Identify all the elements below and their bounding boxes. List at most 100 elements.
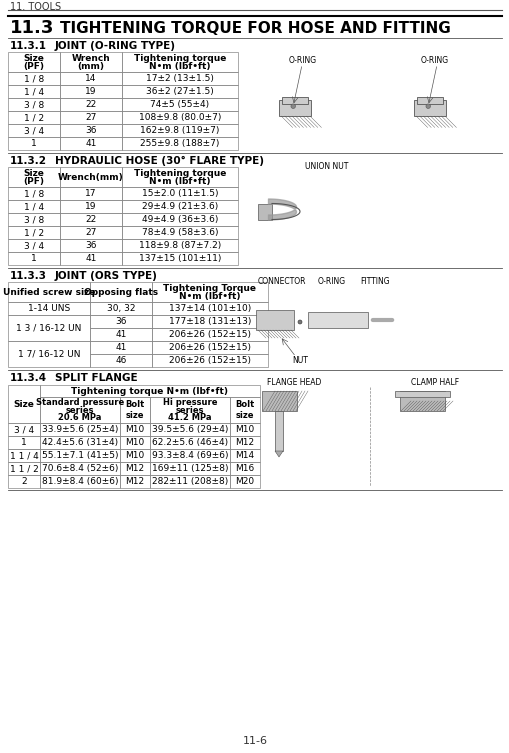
Bar [152,315,267,328]
Bar [8,341,90,367]
Text: M10: M10 [235,425,254,434]
Text: 1 1 / 4: 1 1 / 4 [10,451,38,460]
Text: 19: 19 [85,87,97,96]
Text: SPLIT FLANGE: SPLIT FLANGE [55,373,137,383]
Text: 1 3 / 16-12 UN: 1 3 / 16-12 UN [16,324,81,333]
Bar [8,475,40,488]
Text: 11.3.1: 11.3.1 [10,41,47,51]
Text: 11-6: 11-6 [242,736,267,746]
Text: 11.3.4: 11.3.4 [10,373,47,383]
Text: NUT: NUT [292,355,307,364]
Text: O-RING: O-RING [289,56,317,65]
Bar [282,97,307,105]
Bar [120,462,150,475]
Text: 81.9±8.4 (60±6): 81.9±8.4 (60±6) [42,477,118,486]
Bar [230,397,260,423]
Bar [8,302,90,315]
Bar [120,475,150,488]
Bar [152,354,267,367]
Bar [150,462,230,475]
Text: 19: 19 [85,202,97,211]
Bar [394,391,449,397]
Text: 36±2 (27±1.5): 36±2 (27±1.5) [146,87,213,96]
Bar [60,52,122,72]
Bar [60,85,122,98]
Text: 27: 27 [85,113,97,122]
Text: 3 / 8: 3 / 8 [24,215,44,224]
Bar [122,200,238,213]
Text: 1 / 2: 1 / 2 [24,113,44,122]
Text: 14: 14 [85,74,97,83]
Bar [8,252,60,265]
Text: size: size [126,410,144,419]
Bar [150,423,230,436]
Bar [230,423,260,436]
Text: JOINT (O-RING TYPE): JOINT (O-RING TYPE) [55,41,176,51]
Text: 41.2 MPa: 41.2 MPa [168,413,211,422]
Text: M20: M20 [235,477,254,486]
Text: Bolt: Bolt [235,401,254,410]
Text: N•m (lbf•ft): N•m (lbf•ft) [149,62,210,71]
Text: Size: Size [23,169,44,178]
Text: series: series [176,406,204,414]
Text: 39.5±5.6 (29±4): 39.5±5.6 (29±4) [152,425,228,434]
Bar [122,52,238,72]
Text: Wrench(mm): Wrench(mm) [58,172,124,181]
Bar [8,213,60,226]
Bar [60,137,122,150]
Text: 1: 1 [21,438,27,447]
Bar [90,282,152,302]
Bar [122,167,238,187]
Text: JOINT (ORS TYPE): JOINT (ORS TYPE) [55,271,158,281]
Bar [152,282,267,302]
Bar [279,100,310,116]
Bar [8,137,60,150]
Text: 1 / 4: 1 / 4 [24,87,44,96]
Bar [60,239,122,252]
Bar [90,302,152,315]
Text: 11.3: 11.3 [10,19,54,37]
Text: 1 / 8: 1 / 8 [24,189,44,198]
Bar [120,423,150,436]
Text: 62.2±5.6 (46±4): 62.2±5.6 (46±4) [152,438,228,447]
Text: 169±11 (125±8): 169±11 (125±8) [152,464,228,473]
Text: 206±26 (152±15): 206±26 (152±15) [168,343,250,352]
Bar [8,85,60,98]
Text: 41: 41 [85,254,97,263]
Bar [150,397,230,423]
Text: 55.1±7.1 (41±5): 55.1±7.1 (41±5) [42,451,118,460]
Bar [262,391,296,411]
Bar [152,302,267,315]
Text: FLANGE HEAD: FLANGE HEAD [266,377,321,386]
Text: 1: 1 [31,254,37,263]
Bar [256,310,293,330]
Bar [40,423,120,436]
Text: 11.3.3: 11.3.3 [10,271,47,281]
Text: 3 / 4: 3 / 4 [24,241,44,250]
Bar [230,449,260,462]
Text: 1 / 2: 1 / 2 [24,228,44,237]
Text: size: size [235,410,254,419]
Text: 162±9.8 (119±7): 162±9.8 (119±7) [140,126,219,135]
Bar [122,239,238,252]
Text: Unified screw size: Unified screw size [3,288,95,297]
Text: 46: 46 [115,356,126,365]
Bar [8,72,60,85]
Bar [8,52,60,72]
Bar [8,385,40,423]
Bar [90,315,152,328]
Bar [150,436,230,449]
Text: 93.3±8.4 (69±6): 93.3±8.4 (69±6) [152,451,228,460]
Text: Bolt: Bolt [125,401,145,410]
Bar [120,436,150,449]
Bar [8,282,90,302]
Text: Tightening torque: Tightening torque [133,54,226,63]
Bar [8,449,40,462]
Text: 78±4.9 (58±3.6): 78±4.9 (58±3.6) [142,228,218,237]
Text: Tightening Torque: Tightening Torque [163,284,256,293]
Text: 1 / 8: 1 / 8 [24,74,44,83]
Bar [90,341,152,354]
Bar [60,226,122,239]
Text: Size: Size [23,54,44,63]
Text: 74±5 (55±4): 74±5 (55±4) [150,100,209,109]
